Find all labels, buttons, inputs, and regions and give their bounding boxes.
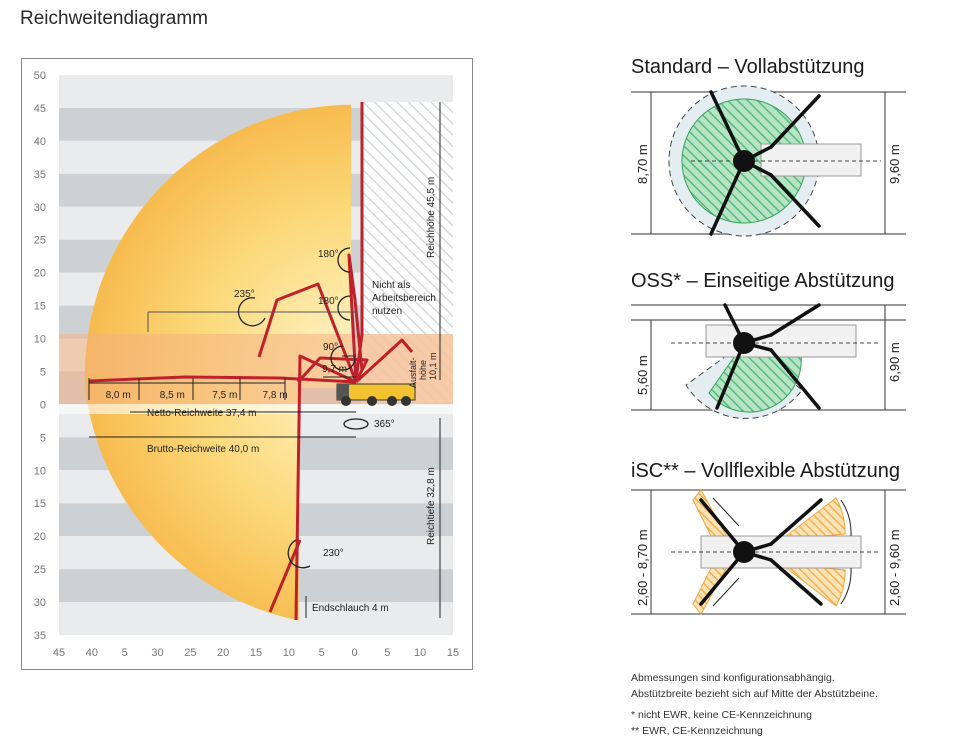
config-diagram-standard: 8,70 m 9,60 m <box>631 85 906 237</box>
y-tick-label: 15 <box>34 498 46 510</box>
y-tick-label: 45 <box>34 103 46 115</box>
x-tick-label: 45 <box>53 647 65 659</box>
rotation-arcs <box>237 247 369 569</box>
label-reach-9-7: 9,7 m <box>322 364 347 375</box>
truck <box>336 383 416 406</box>
boom-90 <box>296 356 369 384</box>
boom-horizontal <box>88 375 357 384</box>
y-tick-label: 35 <box>34 630 46 642</box>
x-tick-label: 25 <box>184 647 196 659</box>
boom-folded-a <box>347 253 364 383</box>
x-tick-label: 5 <box>384 647 390 659</box>
dim-right-standard: 9,60 m <box>887 144 902 184</box>
label-fold-2: höhe <box>418 360 428 380</box>
x-tick-label: 10 <box>414 647 426 659</box>
y-tick-label: 15 <box>34 301 46 313</box>
config-diagram-isc: 2,60 - 8,70 m 2,60 - 9,60 m <box>631 489 906 615</box>
y-tick-label: 20 <box>34 531 46 543</box>
label-angle-235: 235° <box>234 289 255 300</box>
dim-right-isc: 2,60 - 9,60 m <box>887 529 902 606</box>
label-not-work-area-1: Nicht als <box>372 280 410 291</box>
label-angle-180-mid: 180° <box>318 296 339 307</box>
boom-235 <box>257 282 358 383</box>
boom-fold <box>354 338 414 384</box>
y-tick-label: 20 <box>34 268 46 280</box>
y-tick-label: 5 <box>40 366 46 378</box>
y-tick-label: 50 <box>34 70 46 82</box>
label-not-work-area-2: Arbeitsbereich <box>372 293 436 304</box>
segment-label: 7,8 m <box>263 390 288 401</box>
x-tick-label: 15 <box>250 647 262 659</box>
y-tick-label: 25 <box>34 235 46 247</box>
footnote-line2: Abstützbreite bezieht sich auf Mitte der… <box>631 688 878 700</box>
x-tick-label: 10 <box>283 647 295 659</box>
footnote-line1: Abmessungen sind konfigurationsabhängig. <box>631 672 835 684</box>
label-gross-reach: Brutto-Reichweite 40,0 m <box>147 444 259 455</box>
y-tick-label: 30 <box>34 202 46 214</box>
boom-vertical <box>354 102 364 381</box>
y-tick-label: 0 <box>40 399 46 411</box>
boom-down <box>294 354 357 621</box>
reach-diagram-frame <box>21 58 473 670</box>
label-net-reach: Netto-Reichweite 37,4 m <box>147 408 257 419</box>
label-end-hose: Endschlauch 4 m <box>312 603 389 614</box>
segment-label: 7,5 m <box>212 390 237 401</box>
dimension-lines <box>88 102 441 618</box>
y-tick-label: 35 <box>34 169 46 181</box>
dim-right-oss: 6,90 m <box>887 342 902 382</box>
page-title: Reichweitendiagramm <box>20 8 208 29</box>
label-rot-365: 365° <box>374 419 395 430</box>
dim-left-isc: 2,60 - 8,70 m <box>635 529 650 606</box>
label-not-work-area-3: nutzen <box>372 306 402 317</box>
config-diagram-oss: 5,60 m 6,90 m <box>631 303 906 419</box>
label-depth: Reichtiefe 32,8 m <box>426 467 437 545</box>
footnote-note1: * nicht EWR, keine CE-Kennzeichnung <box>631 709 812 721</box>
x-tick-label: 5 <box>319 647 325 659</box>
footnote-note2: ** EWR, CE-Kennzeichnung <box>631 725 763 737</box>
x-tick-label: 30 <box>151 647 163 659</box>
label-angle-180-top: 180° <box>318 249 339 260</box>
y-tick-label: 10 <box>34 465 46 477</box>
x-tick-label: 20 <box>217 647 229 659</box>
boom-lines <box>88 102 414 621</box>
x-tick-label: 0 <box>351 647 357 659</box>
segment-label: 8,5 m <box>160 390 185 401</box>
segment-labels: 8,0 m 8,5 m 7,5 m 7,8 m <box>106 390 288 401</box>
x-tick-label: 40 <box>86 647 98 659</box>
segment-label: 8,0 m <box>106 390 131 401</box>
label-fold-1: Ausfalt- <box>408 357 418 388</box>
y-tick-label: 40 <box>34 136 46 148</box>
x-tick-label: 15 <box>447 647 459 659</box>
ground-line <box>59 404 453 414</box>
config-title-oss: OSS* – Einseitige Abstützung <box>631 270 895 292</box>
y-tick-label: 30 <box>34 597 46 609</box>
x-tick-label: 5 <box>122 647 128 659</box>
y-tick-label: 10 <box>34 334 46 346</box>
label-angle-90: 90° <box>323 342 338 353</box>
end-hose <box>268 539 302 613</box>
config-title-standard: Standard – Vollabstützung <box>631 56 865 78</box>
dim-left-oss: 5,60 m <box>635 355 650 395</box>
label-reach-height: Reichhöhe 45,5 m <box>426 177 437 258</box>
label-fold-3: 10,1 m <box>428 352 438 380</box>
config-title-isc: iSC** – Vollflexible Abstützung <box>631 460 901 482</box>
y-tick-label: 25 <box>34 564 46 576</box>
y-tick-label: 5 <box>40 432 46 444</box>
dim-left-standard: 8,70 m <box>635 144 650 184</box>
label-angle-230: 230° <box>323 548 344 559</box>
